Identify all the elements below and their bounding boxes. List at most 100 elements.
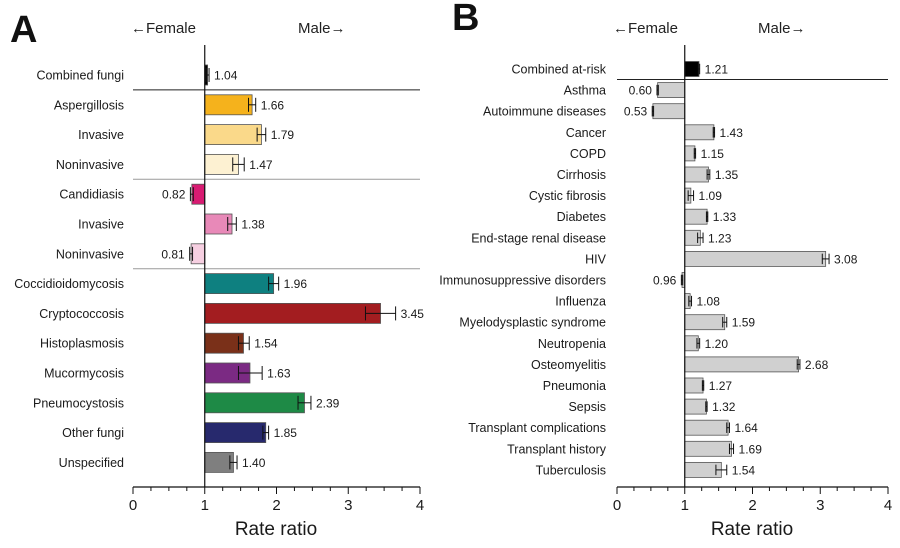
panel-b-category-label: Cancer: [566, 126, 606, 140]
panel-b-category-label: Transplant complications: [468, 421, 606, 435]
panel-b-value-label: 1.27: [709, 379, 733, 393]
panel-a-bar: [204, 332, 244, 354]
panel-b-bar: [684, 166, 709, 183]
panel-a-male-label: Male→: [298, 20, 346, 37]
panel-a-chart: Combined fungi 1.04 Aspergillosis 1.66 Invas…: [14, 45, 424, 514]
panel-a-category-label: Cryptococcosis: [39, 307, 124, 321]
panel-b-bar: [684, 335, 699, 352]
panel-b-value-label: 1.15: [701, 147, 725, 161]
panel-a-bar: [190, 243, 206, 265]
panel-b-value-label: 0.60: [629, 84, 653, 98]
panel-b-category-label: Autoimmune diseases: [483, 105, 606, 119]
panel-a-value-label: 1.04: [214, 69, 238, 83]
panel-b-category-label: End-stage renal disease: [471, 231, 606, 245]
panel-a-bar: [204, 124, 262, 145]
panel-a-tick-label: 2: [272, 497, 280, 514]
panel-a-bar: [204, 392, 305, 414]
panel-b-bar: [684, 208, 708, 225]
panel-b-bar: [684, 314, 726, 331]
panel-b-bar: [657, 82, 686, 98]
panel-b-value-label: 1.54: [732, 463, 756, 477]
panel-b-value-label: 1.21: [705, 63, 729, 77]
panel-b-category-label: Influenza: [555, 295, 606, 309]
panel-a-value-label: 1.38: [241, 218, 265, 232]
panel-a-category-label: Coccidioidomycosis: [14, 277, 124, 291]
panel-a-category-label: Noninvasive: [56, 247, 124, 261]
panel-a-bar: [204, 302, 381, 324]
panel-a-bar: [204, 451, 234, 473]
panel-a-category-label: Other fungi: [62, 426, 124, 440]
panel-a-bar: [191, 183, 206, 205]
panel-b-value-label: 1.09: [699, 189, 723, 203]
panel-a-value-label: 0.82: [162, 188, 186, 202]
panel-b-category-label: Pneumonia: [543, 379, 606, 393]
panel-a-letter: A: [10, 9, 37, 51]
panel-a-value-label: 1.85: [274, 426, 298, 440]
panel-b-value-label: 1.08: [697, 295, 721, 309]
panel-a-tick-label: 4: [416, 497, 424, 514]
panel-a-value-label: 1.40: [242, 456, 266, 470]
panel-b-category-label: HIV: [585, 252, 607, 266]
panel-a-value-label: 1.66: [261, 98, 285, 112]
panel-b-category-label: Diabetes: [557, 210, 606, 224]
panel-a-category-label: Noninvasive: [56, 158, 124, 172]
panel-a-category-label: Pneumocystosis: [33, 396, 124, 410]
panel-a-tick-label: 3: [344, 497, 352, 514]
panel-a-value-label: 1.47: [249, 158, 273, 172]
panel-b-bar: [652, 103, 686, 120]
panel-b-value-label: 1.59: [732, 316, 756, 330]
panel-a-category-label: Histoplasmosis: [40, 337, 124, 351]
panel-b-value-label: 0.96: [653, 274, 677, 288]
panel-b-tick-label: 4: [884, 497, 892, 514]
panel-b-bar: [684, 250, 827, 267]
panel-a-value-label: 2.39: [316, 396, 340, 410]
panel-b-value-label: 1.23: [708, 231, 732, 245]
panel-b-male-label: Male→: [758, 20, 806, 37]
panel-a-category-label: Aspergillosis: [54, 98, 124, 112]
panel-b-chart: Combined at-risk 1.21 Asthma 0.60 Autoimmune…: [439, 45, 892, 514]
panel-b-value-label: 1.33: [713, 210, 737, 224]
panel-b-value-label: 1.69: [739, 442, 763, 456]
panel-a-category-label: Invasive: [78, 128, 124, 142]
panel-a-x-axis-title: Rate ratio: [235, 519, 317, 540]
panel-b-female-label: ←Female: [613, 20, 678, 37]
panel-b-bar: [684, 398, 707, 415]
panel-b-value-label: 1.64: [734, 421, 758, 435]
panel-b-category-label: Transplant history: [507, 442, 607, 456]
panel-a-category-label: Combined fungi: [36, 69, 124, 83]
panel-a-value-label: 1.79: [271, 128, 295, 142]
panel-b-bar: [684, 377, 704, 394]
panel-b-tick-label: 1: [681, 497, 689, 514]
panel-b-category-label: Asthma: [564, 84, 606, 98]
panel-a-value-label: 1.96: [284, 277, 308, 291]
panel-b-letter: B: [452, 0, 479, 39]
panel-a-category-label: Candidiasis: [59, 188, 124, 202]
panel-b-bar: [684, 440, 732, 457]
panel-b-category-label: Cirrhosis: [557, 168, 606, 182]
panel-b-value-label: 1.35: [715, 168, 739, 182]
panel-b-bar: [684, 419, 729, 436]
panel-b-tick-label: 3: [816, 497, 824, 514]
panel-b-bar: [684, 356, 799, 373]
panel-a-tick-label: 0: [129, 497, 137, 514]
panel-a-value-label: 1.63: [267, 367, 291, 381]
panel-b-value-label: 3.08: [834, 252, 858, 266]
panel-b-value-label: 0.53: [624, 105, 648, 119]
panel-b-value-label: 1.32: [712, 400, 736, 414]
panel-b-bar: [684, 61, 700, 77]
panel-b-category-label: Myelodysplastic syndrome: [459, 316, 606, 330]
panel-a-category-label: Mucormycosis: [44, 367, 124, 381]
panel-a-tick-label: 1: [201, 497, 209, 514]
panel-b-bar: [684, 145, 696, 162]
panel-b-category-label: Neutropenia: [538, 337, 606, 351]
panel-a-value-label: 3.45: [401, 307, 425, 321]
panel-a-female-label: ←Female: [131, 20, 196, 37]
panel-a-bar: [204, 273, 275, 295]
panel-b-tick-label: 2: [748, 497, 756, 514]
panel-b-category-label: Immunosuppressive disorders: [439, 274, 606, 288]
panel-b-tick-label: 0: [613, 497, 621, 514]
panel-a-bar: [204, 422, 267, 444]
panel-a-bar: [204, 94, 253, 116]
panel-b-category-label: Tuberculosis: [536, 463, 606, 477]
